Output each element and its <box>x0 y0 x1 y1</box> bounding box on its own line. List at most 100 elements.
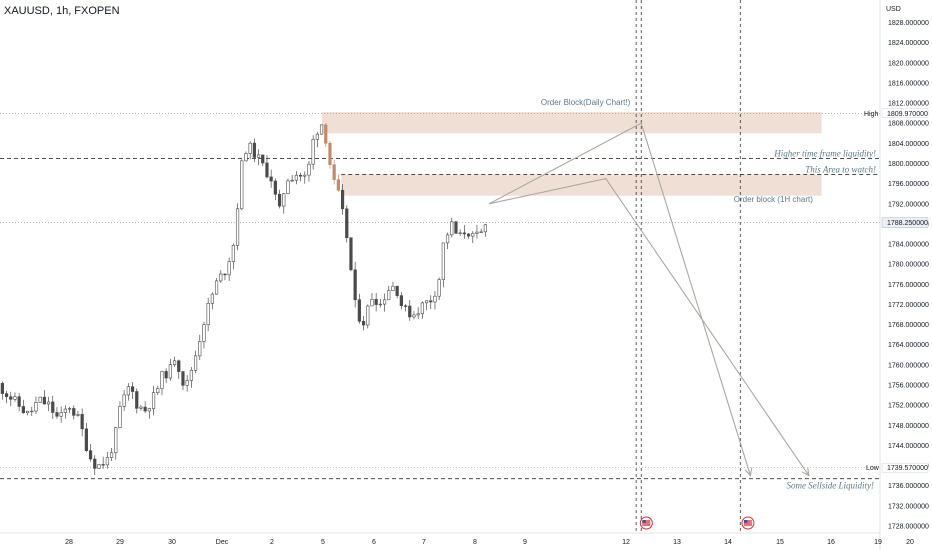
price-tick-label: 1732.000000 <box>888 503 929 510</box>
projection-arrows <box>488 122 810 477</box>
candle-body <box>168 364 172 379</box>
event-markers[interactable] <box>639 516 755 530</box>
price-tick-label: 1812.000000 <box>888 101 929 108</box>
candle-body <box>76 413 80 416</box>
candle-body <box>189 370 193 381</box>
price-tick-label: 1752.000000 <box>888 403 929 410</box>
level-label: Some Sellside Liquidity! <box>787 481 875 491</box>
time-tick-label: 15 <box>776 539 784 546</box>
level-label: Higher time frame liquidity! <box>773 148 876 158</box>
projection-path <box>488 177 810 477</box>
time-axis[interactable]: 28 29 30 Dec 2 5 6 7 8 9 12 13 14 15 16 19 20 <box>0 532 914 546</box>
candle-body <box>38 396 42 403</box>
zone-label: Order Block(Daily Chart!) <box>541 98 631 107</box>
candle-body <box>55 412 59 417</box>
price-tick-label: 1772.000000 <box>888 302 929 309</box>
candle-body <box>240 160 244 210</box>
candle-body <box>84 428 88 451</box>
price-tick-label: 1816.000000 <box>888 80 929 87</box>
candle-body <box>67 408 72 410</box>
price-tick-label: 1820.000000 <box>888 60 929 67</box>
candle-body <box>235 208 240 246</box>
candle-body <box>46 401 51 405</box>
candle-body <box>286 180 290 195</box>
candle-body <box>135 391 139 409</box>
candle-body <box>471 233 475 237</box>
candle-body <box>298 174 303 177</box>
candle-body <box>114 427 118 454</box>
candle-body <box>374 298 378 305</box>
candle-body <box>210 293 214 304</box>
candle-body <box>244 153 248 162</box>
current-price-pill <box>881 217 929 228</box>
us-flag-event-icon[interactable] <box>639 516 653 530</box>
candle-body <box>126 386 130 396</box>
candle-body <box>101 464 105 466</box>
candle-body <box>193 355 198 371</box>
candle-body <box>122 394 126 407</box>
candle-body <box>256 154 261 158</box>
candle-body <box>454 221 458 234</box>
price-tick-label: 1728.000000 <box>888 524 929 531</box>
candle-body <box>231 245 235 262</box>
price-tick-label: 1804.000000 <box>888 141 929 148</box>
time-tick-label: 8 <box>473 539 477 546</box>
candle-body <box>0 383 4 394</box>
candle-body <box>382 299 387 305</box>
candle-body <box>336 179 340 191</box>
time-tick-label: 28 <box>65 539 73 546</box>
candle-body <box>4 393 9 398</box>
candle-body <box>277 193 282 207</box>
candle-body <box>63 408 67 413</box>
candle-body <box>181 371 185 386</box>
candle-body <box>160 371 164 390</box>
candle-body <box>261 154 265 164</box>
level-label: This Area to watch! <box>805 165 876 175</box>
candle-body <box>475 231 479 234</box>
price-tick-label: 1828.000000 <box>888 20 929 27</box>
price-tick-label: 1744.000000 <box>888 443 929 450</box>
candle-body <box>466 233 471 237</box>
price-tick-label: 1800.000000 <box>888 161 929 168</box>
candle-body <box>105 457 109 466</box>
flag-stripes <box>642 520 651 526</box>
order-block-zone <box>322 112 822 134</box>
candle-body <box>88 450 93 460</box>
candle-body <box>395 285 399 296</box>
low-label: Low <box>866 465 880 472</box>
high-value-pill <box>881 108 929 119</box>
candle-body <box>332 164 336 180</box>
time-tick-label: 14 <box>724 539 732 546</box>
price-tick-label: 1780.000000 <box>888 262 929 269</box>
candle-body <box>17 396 21 407</box>
price-tick-label: 1736.000000 <box>888 483 929 490</box>
price-axis[interactable]: USD1728.0000001732.0000001736.0000001740… <box>864 0 932 550</box>
candle-body <box>353 269 357 301</box>
candle-body <box>429 300 433 303</box>
projection-arrowhead <box>744 467 753 477</box>
candle-body <box>290 179 294 182</box>
candle-body <box>416 313 420 316</box>
time-tick-label: 29 <box>116 539 124 546</box>
us-flag-event-icon[interactable] <box>741 516 755 530</box>
candle-body <box>479 231 483 233</box>
candle-body <box>202 324 206 342</box>
price-tick-label: 1768.000000 <box>888 322 929 329</box>
candle-body <box>370 298 374 307</box>
candle-body <box>273 180 277 195</box>
candle-body <box>462 232 466 235</box>
price-tick-label: 1808.000000 <box>888 121 929 128</box>
candle-body <box>387 290 391 301</box>
candle-body <box>227 261 231 276</box>
time-tick-label: 12 <box>622 539 630 546</box>
chart-annotations: Order Block(Daily Chart!) Order block (1H… <box>541 98 813 204</box>
candle-body <box>118 406 122 428</box>
time-tick-label: 30 <box>168 539 176 546</box>
flag-canton <box>642 520 646 523</box>
low-value: 1739.570000 <box>887 465 928 472</box>
candle-body <box>59 412 63 417</box>
candle-body <box>391 285 395 292</box>
price-tick-label: 1760.000000 <box>888 362 929 369</box>
candle-body <box>412 314 416 318</box>
